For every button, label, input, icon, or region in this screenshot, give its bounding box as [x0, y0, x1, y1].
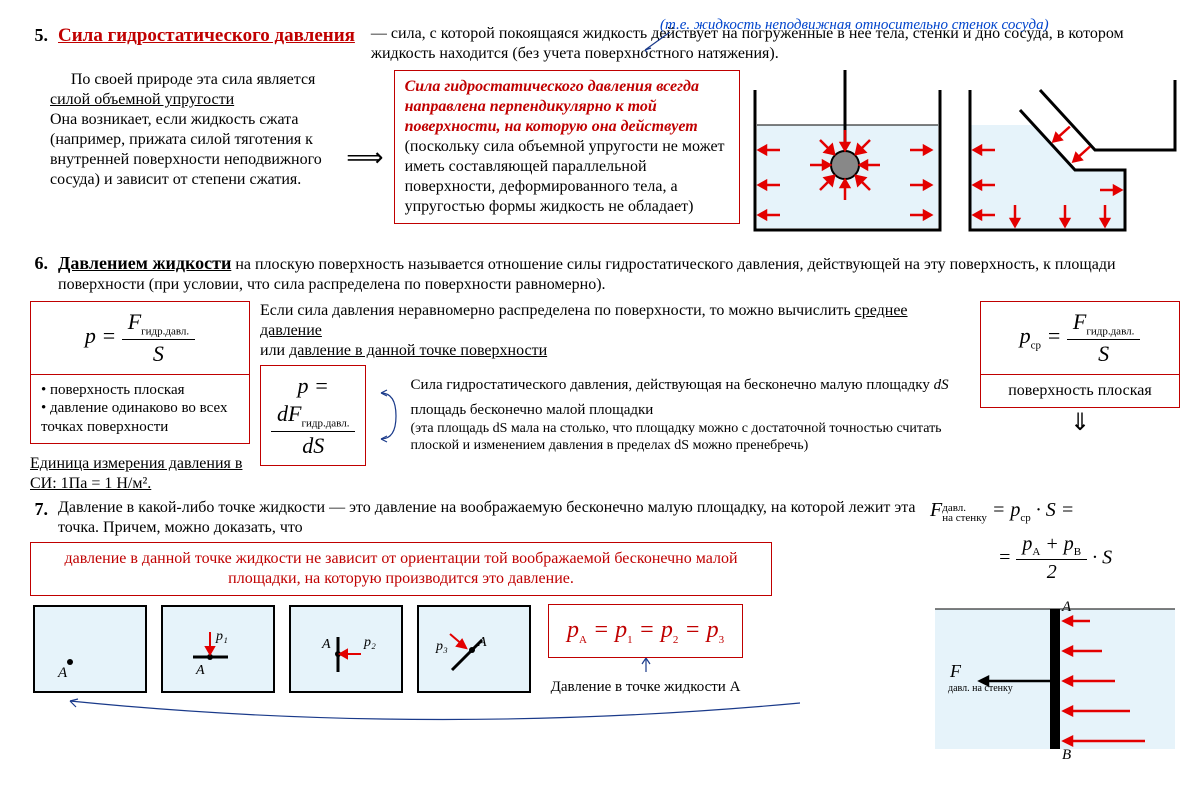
s5-diagram	[750, 70, 1180, 246]
f2-right-b2: (эта площадь dS мала на столько, что пло…	[410, 420, 970, 455]
svg-text:A: A	[477, 635, 487, 650]
bullet: • давление одинаково во всех точках пове…	[41, 399, 239, 437]
s5-num: 5.	[20, 24, 48, 47]
s5-red-body: (поскольку сила объемной упругости не мо…	[405, 137, 729, 217]
svg-text:A: A	[57, 665, 68, 681]
f2-right-a: Сила гидростатического давления, действу…	[410, 376, 970, 395]
s5-left3: Она возникает, если жидкость сжата (напр…	[50, 110, 336, 190]
s7-text: Давление в какой-либо точке жидкости — э…	[58, 498, 920, 538]
mini-diagram-3: A p₂	[286, 602, 406, 697]
down-arrow-icon: ⇓	[980, 408, 1180, 438]
s7-equation: pA = p1 = p2 = p3	[548, 604, 743, 659]
s7-caption: Давление в точке жидкости A	[548, 678, 743, 697]
note-arrow	[625, 32, 675, 52]
svg-text:B: B	[1062, 747, 1071, 761]
wall-diagram: A B F⃗ давл. на стенку	[930, 591, 1180, 761]
svg-text:p₂: p₂	[363, 635, 376, 650]
s6-note: Если сила давления неравномерно распреде…	[260, 301, 970, 341]
brace-icon	[376, 381, 400, 451]
formula-dp: p = dFгидр.давл. dS	[260, 365, 366, 466]
s5-left2: силой объемной упругости	[50, 90, 336, 110]
svg-text:p₃: p₃	[435, 639, 448, 654]
long-arrow	[30, 697, 810, 725]
svg-text:A: A	[321, 637, 331, 652]
wall-force-block: Fдавл. на стенку = pср · S = = pA + pB 2…	[930, 498, 1180, 762]
arrow-icon: ⟹	[346, 142, 383, 175]
mini-diagram-4: A p₃	[414, 602, 534, 697]
s6-note2: или давление в данной точке поверхности	[260, 341, 970, 361]
s5-title: Сила гидростатического давления	[58, 24, 355, 48]
svg-text:F⃗: F⃗	[949, 661, 975, 681]
s7-red-box: давление в данной точке жидкости не зави…	[30, 542, 772, 596]
units: Единица измерения давления в СИ: 1Па = 1…	[30, 454, 250, 494]
svg-text:давл. на стенку: давл. на стенку	[948, 683, 1013, 694]
bullet: • поверхность плоская	[41, 381, 239, 400]
svg-text:A: A	[1061, 599, 1072, 615]
s6-num: 6.	[20, 252, 48, 275]
mini-diagram-2: A p₁	[158, 602, 278, 697]
psr-label: поверхность плоская	[980, 374, 1180, 408]
f2-right-b: площадь бесконечно малой площадки	[410, 401, 970, 420]
top-note: (т.е. жидкость неподвижная относительно …	[660, 16, 1049, 35]
link-point: давление в данной точке поверхности	[289, 342, 547, 359]
svg-text:A: A	[195, 663, 205, 678]
s5-left1: По своей природе эта сила является	[50, 70, 336, 90]
s6-title: Давлением жидкости	[58, 253, 231, 273]
formula-psr: pср = Fгидр.давл. S	[980, 301, 1180, 375]
formula-p: p = Fгидр.давл. S	[30, 301, 250, 375]
s7-num: 7.	[20, 498, 48, 521]
s5-red-box: Сила гидростатического давления всегда н…	[394, 70, 740, 224]
svg-text:p₁: p₁	[215, 629, 228, 644]
mini-diagram-1: A	[30, 602, 150, 697]
caption-arrow	[631, 658, 661, 678]
s5-red-title: Сила гидростатического давления всегда н…	[405, 78, 699, 135]
formula-p-notes: • поверхность плоская • давление одинако…	[30, 374, 250, 444]
